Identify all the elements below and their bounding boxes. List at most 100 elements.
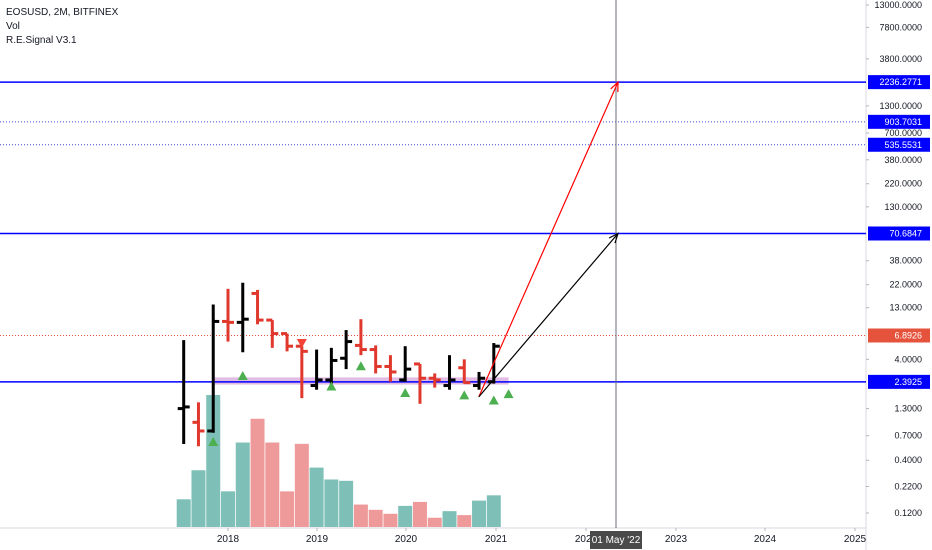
ohlc-bar [458, 359, 471, 385]
volume-bar [294, 443, 309, 527]
ohlc-bar [310, 349, 323, 390]
level-price-label: 70.6847 [889, 228, 922, 238]
volume-bar [309, 467, 324, 527]
level-price-label: 535.5531 [884, 140, 922, 150]
signal-indicator-label[interactable]: R.E.Signal V3.1 [6, 35, 77, 46]
ohlc-bar [207, 304, 220, 433]
volume-bar [383, 513, 398, 527]
x-tick-label: 2024 [754, 534, 777, 545]
y-tick-label: 3800.0000 [879, 54, 922, 64]
ohlc-bar [251, 289, 264, 325]
y-tick-label: 220.0000 [884, 179, 922, 189]
y-tick-label: 0.2200 [894, 481, 922, 491]
projection-line [478, 81, 619, 398]
ohlc-bar [340, 330, 353, 370]
volume-bar [398, 505, 413, 527]
x-tick-label: 2023 [665, 534, 688, 545]
symbol-title[interactable]: EOSUSD, 2M, BITFINEX [6, 7, 119, 18]
x-tick-label: 2021 [485, 534, 508, 545]
y-tick-label: 4.0000 [894, 354, 922, 364]
projection-line [478, 233, 619, 398]
ohlc-bar [177, 340, 190, 444]
ohlc-bar [192, 402, 205, 447]
level-price-label-bg [868, 114, 930, 129]
y-tick-label: 1.3000 [894, 404, 922, 414]
projection-arrowhead [610, 80, 619, 93]
volume-bar [191, 470, 206, 527]
signal-up-triangle [459, 390, 470, 400]
y-tick-label: 0.1200 [894, 508, 922, 518]
y-tick-label: 0.4000 [894, 455, 922, 465]
x-tick-label: 2020 [395, 534, 418, 545]
current-price-label-bg [868, 328, 930, 343]
volume-indicator-label[interactable]: Vol [6, 21, 20, 32]
volume-bar [457, 515, 472, 527]
y-tick-label: 13000.0000 [874, 0, 922, 10]
signal-down-triangle [296, 339, 307, 349]
ohlc-bar [281, 332, 294, 352]
crosshair-date-label-bg [590, 531, 642, 549]
volume-bar [368, 509, 383, 527]
y-tick-label: 700.0000 [884, 128, 922, 138]
y-tick-label: 22.0000 [889, 280, 922, 290]
price-axis-background [866, 0, 932, 550]
support-zone [213, 377, 509, 385]
volume-bar [280, 491, 295, 527]
ohlc-bar [384, 355, 397, 382]
signal-up-triangle [208, 437, 219, 447]
volume-bar [339, 480, 354, 527]
y-tick-label: 380.0000 [884, 155, 922, 165]
crosshair-date-label: 01 May '22 [592, 535, 641, 546]
x-tick-label: 2019 [306, 534, 329, 545]
ohlc-bar [222, 288, 234, 342]
chart-legend: EOSUSD, 2M, BITFINEX Vol R.E.Signal V3.1 [6, 6, 118, 48]
y-tick-label: 38.0000 [889, 256, 922, 266]
ohlc-bar [325, 347, 338, 384]
volume-bar [206, 395, 221, 527]
level-price-label-bg [868, 75, 930, 90]
volume-bar [486, 495, 501, 527]
volume-bar [221, 491, 235, 527]
level-price-label: 903.7031 [884, 117, 922, 127]
ohlc-bar [266, 318, 279, 348]
ohlc-bar [473, 371, 486, 390]
volume-bar [472, 500, 487, 527]
signal-up-triangle [237, 370, 248, 380]
volume-bar [265, 442, 280, 527]
level-price-label-bg [868, 374, 930, 389]
level-price-label: 2.3925 [894, 377, 922, 387]
x-tick-label: 2025 [844, 534, 867, 545]
ohlc-bar [369, 345, 382, 374]
signal-up-triangle [355, 361, 366, 371]
y-tick-label: 0.7000 [894, 431, 922, 441]
volume-bar [442, 511, 457, 527]
signal-up-triangle [503, 389, 514, 399]
volume-bar [427, 517, 442, 527]
volume-bar [235, 442, 250, 527]
y-tick-label: 13.0000 [889, 303, 922, 313]
x-tick-label: 2022 [575, 534, 598, 545]
volume-bar [176, 499, 191, 527]
ohlc-bar [413, 362, 426, 404]
volume-bar [353, 504, 368, 527]
current-price-label: 6.8926 [894, 330, 922, 340]
volume-bar [250, 418, 265, 527]
signal-up-triangle [488, 395, 499, 405]
ohlc-bar [443, 355, 456, 390]
signal-up-triangle [400, 387, 411, 397]
y-tick-label: 7800.0000 [879, 22, 922, 32]
ohlc-bar [354, 319, 367, 356]
x-tick-label: 2018 [217, 534, 240, 545]
projection-arrowhead [608, 232, 619, 244]
volume-bar [324, 479, 339, 527]
plot-background [0, 0, 866, 528]
volume-bar [412, 501, 427, 527]
level-price-label-bg [868, 137, 930, 152]
y-tick-label: 130.0000 [884, 202, 922, 212]
signal-up-triangle [326, 381, 337, 391]
ohlc-bar [428, 373, 441, 388]
y-tick-label: 1300.0000 [879, 101, 922, 111]
ohlc-bar [399, 346, 412, 382]
